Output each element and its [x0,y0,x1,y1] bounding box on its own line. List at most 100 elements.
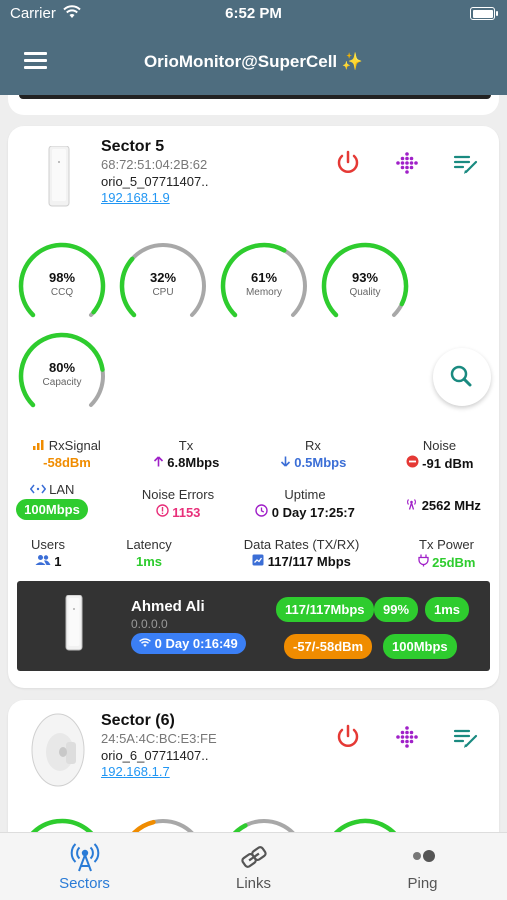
client-lan-pill: 100Mbps [383,634,457,659]
stat-value: 1 [54,554,62,569]
gauge-memory: 61% Memory [218,240,310,332]
stat-tx-power: Tx Power 25dBm [404,537,489,570]
gauge-label: CCQ [50,287,74,298]
sector-card: Sector 5 68:72:51:04:2B:62 orio_5_077114… [8,126,499,688]
gauge-label: Memory [245,287,283,298]
stat-title: Tx [178,438,194,453]
sector-ip-link[interactable]: 192.168.1.9 [101,190,170,205]
power-button[interactable] [333,148,363,178]
nav-label: Links [235,875,272,892]
stat-rxsignal: RxSignal -58dBm [22,438,112,470]
clock-icon [255,504,268,517]
stat-title: Data Rates (TX/RX) [243,537,360,552]
stat-value: 117/117 Mbps [267,554,351,569]
client-ccq-pill: 99% [374,597,419,622]
gauge-label: Quality [349,287,381,298]
link-icon [241,846,267,868]
minus-circle-icon [406,455,419,468]
client-uptime-pill: 0 Day 0:16:49 [131,633,246,654]
gauge-ccq: 98% CCQ [16,240,108,332]
stat-users: Users 1 [18,537,78,569]
stat-value: -58dBm [43,455,91,470]
search-button[interactable] [433,348,491,406]
app-title: OrioMonitor@SuperCell ✨ [143,52,364,71]
stat-latency: Latency 1ms [114,537,184,569]
gauge-cpu: 32% CPU [117,240,209,332]
antenna-icon [407,499,417,510]
stat-data-rates: Data Rates (TX/RX) 117/117 Mbps [224,537,379,569]
app-header: Carrier 6:52 PM OrioMonitor@SuperCell ✨ [0,0,507,95]
gauge-label: Capacity [42,377,82,388]
sector-name: Sector 5 [101,138,165,155]
menu-icon[interactable] [24,52,47,69]
stat-value: -91 dBm [422,456,474,471]
chart-icon [252,554,264,566]
alert-icon [155,504,169,517]
nav-sectors[interactable]: Sectors [0,833,169,900]
stat-value: 1ms [135,554,163,569]
stat-lan: LAN 100Mbps [14,482,90,520]
edit-list-icon [453,729,478,748]
stat-noise: Noise -91 dBm [392,438,487,471]
nav-label: Sectors [59,875,110,892]
client-ip: 0.0.0.0 [131,617,168,631]
nav-ping[interactable]: Ping [338,833,507,900]
edit-button[interactable] [450,148,480,178]
gauge-value: 98% [48,270,76,285]
client-name: Ahmed Ali [131,598,205,615]
previous-card-bottom [8,95,499,115]
client-latency-pill: 1ms [425,597,470,622]
battery-icon [470,7,498,20]
client-row[interactable]: Ahmed Ali 0.0.0.0 0 Day 0:16:49 117/117M… [17,581,490,671]
nav-links[interactable]: Links [169,833,338,900]
stat-value: 2562 MHz [421,498,481,513]
sector-ssid: orio_6_07711407.. [101,748,209,763]
status-time: 6:52 PM [225,5,282,22]
signal-dots-icon [396,726,418,748]
stat-uptime: Uptime 0 Day 17:25:7 [245,487,365,520]
bottom-nav: Sectors Links Ping [0,832,507,900]
gauge-fill [18,332,105,408]
gauge-value: 32% [149,270,177,285]
power-button[interactable] [333,722,363,752]
gauge-capacity: 80% Capacity [16,330,108,422]
gauge-value: 61% [250,270,278,285]
search-icon [450,365,472,387]
stat-value: 0.5Mbps [294,455,347,470]
power-icon [337,724,359,747]
arrow-up-icon [153,456,163,467]
status-bar: Carrier 6:52 PM [0,0,507,30]
wifi-icon [63,5,81,23]
edit-list-icon [453,155,478,174]
sector-ip-link[interactable]: 192.168.1.7 [101,764,170,779]
gauge-value: 93% [351,270,379,285]
stat-title: Tx Power [419,537,474,552]
gauge-value: 80% [48,360,76,375]
stat-value: 6.8Mbps [167,455,220,470]
device-image [48,145,70,213]
stat-rx: Rx 0.5Mbps [268,438,358,470]
sector-mac: 24:5A:4C:BC:E3:FE [101,731,217,746]
stat-value: 25dBm [432,555,476,570]
gauge-quality: 93% Quality [319,240,411,332]
client-rate-pill: 117/117Mbps [276,597,374,622]
sector-mac: 68:72:51:04:2B:62 [101,157,208,172]
sector-ssid: orio_5_07711407.. [101,174,209,189]
signal-dots-icon [396,152,418,174]
wifi-icon [139,638,151,647]
satellite-icon [70,843,100,872]
stat-value: 0 Day 17:25:7 [271,505,355,520]
signal-dots-button[interactable] [392,148,422,178]
client-signal-pill: -57/-58dBm [284,634,373,659]
signal-dots-button[interactable] [392,722,422,752]
stat-title: Noise [422,438,457,453]
client-device-image [65,594,83,656]
lan-icon [29,484,46,494]
power-icon [337,150,359,173]
stat-title: Noise Errors [141,487,215,502]
arrow-down-icon [280,456,290,467]
gauge-fill [220,242,287,318]
edit-button[interactable] [450,722,480,752]
gauge-fill [119,256,137,318]
stat-title: LAN [49,482,75,497]
